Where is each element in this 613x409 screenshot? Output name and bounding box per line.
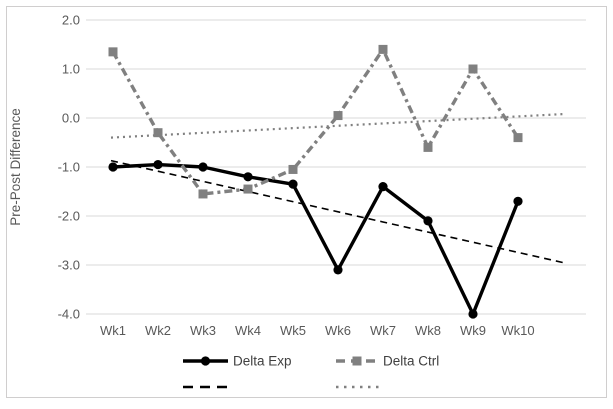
legend-square-marker-icon [352,356,362,366]
legend-label-delta-exp: Delta Exp [233,354,292,369]
marker-circle [288,179,298,189]
marker-circle [153,159,163,170]
marker-circle [243,172,253,182]
marker-square [378,44,388,54]
marker-square [333,111,343,121]
x-tick-label: Wk10 [501,323,534,338]
legend-label-delta-ctrl: Delta Ctrl [383,354,439,369]
marker-circle [468,309,478,319]
x-tick-label: Wk7 [370,323,396,338]
y-tick-label: 2.0 [62,13,80,28]
marker-circle [378,182,388,192]
y-tick-label: -2.0 [58,209,80,224]
series-markers [108,44,523,319]
trendline-delta-exp [110,159,564,264]
x-tick-label: Wk5 [280,323,306,338]
x-tick-label: Wk6 [325,323,351,338]
marker-circle [333,265,343,275]
marker-square [423,142,433,152]
chart-border [6,6,607,398]
x-tick-label: Wk2 [145,323,171,338]
legend-item-delta-ctrl: Delta Ctrl [336,354,439,369]
legend-item-delta-exp: Delta Exp [183,354,292,369]
series-line-delta-ctrl [111,47,520,196]
series-lines [111,47,520,316]
y-tick-label: -1.0 [58,160,80,175]
series-line-delta-exp [112,162,520,316]
marker-square [468,64,478,74]
marker-circle [198,162,208,172]
marker-square [288,164,298,174]
marker-circle [108,162,118,172]
marker-circle [513,196,523,206]
y-axis-tick-labels: 2.0 1.0 0.0 -1.0 -2.0 -3.0 -4.0 [58,13,80,322]
y-axis-title: Pre-Post Difference [8,108,23,226]
x-tick-label: Wk4 [235,323,261,338]
legend: Delta Exp Delta Ctrl [183,354,439,389]
y-tick-label: -4.0 [58,307,80,322]
y-tick-label: 1.0 [62,62,80,77]
marker-square [108,47,118,57]
y-tick-label: -3.0 [58,258,80,273]
x-tick-label: Wk1 [100,323,126,338]
trendlines [110,112,564,264]
y-tick-label: 0.0 [62,111,80,126]
x-tick-label: Wk8 [415,323,441,338]
x-tick-label: Wk9 [460,323,486,338]
legend-circle-marker-icon [200,356,211,366]
x-tick-label: Wk3 [190,323,216,338]
marker-circle [423,216,433,226]
marker-square [243,184,253,194]
x-axis-category-labels: Wk1 Wk2 Wk3 Wk4 Wk5 Wk6 Wk7 Wk8 Wk9 Wk10 [100,323,535,338]
marker-square [153,128,163,138]
gridlines [86,19,586,315]
marker-square [198,189,208,199]
marker-square [513,133,523,143]
